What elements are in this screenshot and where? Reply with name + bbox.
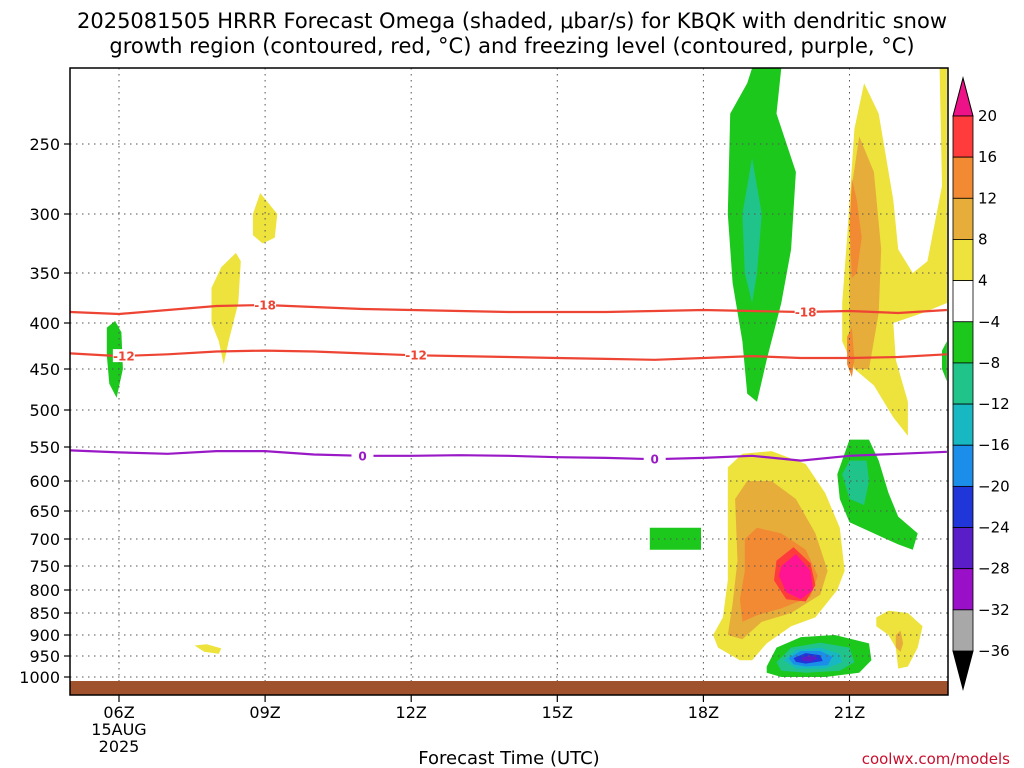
grid-lines [70, 68, 948, 681]
omega-shaded-region [895, 630, 904, 652]
colorbar: 20 16 12 8 4 −4 −8 −12 −16 −20 −24 −28 −32 −36 [952, 76, 1010, 691]
colorbar-swatch [952, 485, 974, 528]
x-tick-label: 18Z [688, 703, 719, 722]
y-tick-label: 400 [29, 314, 60, 333]
colorbar-top-arrow [952, 76, 974, 117]
plot-area: -18 -18 -12 -12 0 0 [69, 67, 949, 696]
contour-label: 0 [358, 449, 366, 463]
y-tick-label: 850 [29, 604, 60, 623]
colorbar-swatch [952, 239, 974, 282]
y-tick-label: 1000 [19, 668, 60, 687]
contour-label-bg [112, 349, 135, 363]
y-tick-label: 300 [29, 205, 60, 224]
colorbar-label: −8 [978, 354, 1000, 372]
omega-shaded-region [727, 68, 796, 402]
colorbar-bottom-arrow [952, 650, 974, 691]
colorbar-label: 4 [978, 272, 988, 290]
colorbar-swatch [952, 197, 974, 240]
x-tick-label: 06Z [103, 703, 134, 722]
contour-label: 0 [651, 453, 659, 467]
colorbar-label: −20 [978, 477, 1010, 495]
omega-shaded-region [649, 527, 701, 550]
y-tick-label: 600 [29, 472, 60, 491]
terrain-fill [70, 681, 948, 695]
contour-line [70, 349, 947, 361]
y-tick-label: 650 [29, 502, 60, 521]
contour-label: -18 [795, 306, 817, 320]
y-tick-label: 350 [29, 264, 60, 283]
colorbar-swatch [952, 156, 974, 199]
colorbar-swatch [952, 568, 974, 611]
colorbar-swatch [952, 115, 974, 158]
y-tick-label: 450 [29, 360, 60, 379]
colorbar-swatch [952, 321, 974, 364]
contour-label: -12 [113, 350, 135, 364]
contour-label-bg [794, 305, 817, 318]
contour-label: -18 [254, 299, 276, 313]
contour-label-bg [351, 448, 374, 462]
chart-title-line2: growth region (contoured, red, °C) and f… [109, 34, 914, 58]
contour-label-bg [405, 348, 428, 362]
x-axis-label: Forecast Time (UTC) [418, 748, 599, 768]
colorbar-label: 12 [978, 189, 997, 207]
omega-shaded-region [942, 341, 947, 382]
colorbar-label: −36 [978, 642, 1010, 660]
colorbar-label: 20 [978, 107, 997, 125]
omega-shaded-region [778, 554, 813, 600]
y-tick-label: 800 [29, 581, 60, 600]
colorbar-swatch [952, 444, 974, 487]
chart-title-line1: 2025081505 HRRR Forecast Omega (shaded, … [77, 9, 947, 33]
x-tick-label: 15Z [542, 703, 573, 722]
omega-shaded-region [742, 158, 762, 303]
colorbar-swatch [952, 527, 974, 570]
contour-label-bg [254, 298, 277, 311]
colorbar-swatch [952, 609, 974, 652]
x-tick-date: 15AUG [91, 720, 146, 739]
y-tick-label: 250 [29, 135, 60, 154]
credit-text: coolwx.com/models [862, 750, 1010, 768]
contour-line [70, 449, 947, 462]
colorbar-label: −32 [978, 601, 1010, 619]
x-tick-label: 09Z [249, 703, 280, 722]
y-tick-label: 900 [29, 626, 60, 645]
x-tick-label: 21Z [834, 703, 865, 722]
contour-label-bg [643, 452, 666, 466]
omega-shaded-region [800, 655, 818, 662]
omega-shaded-region [194, 644, 222, 654]
omega-shaded-region [847, 327, 855, 378]
contour-label: -12 [405, 349, 427, 363]
colorbar-swatch [952, 362, 974, 405]
omega-shaded-region [842, 460, 869, 505]
y-tick-label: 550 [29, 438, 60, 457]
omega-shaded-region [849, 179, 862, 278]
y-tick-label: 700 [29, 530, 60, 549]
omega-shaded-region [211, 252, 241, 365]
terrain-band [70, 681, 948, 695]
colorbar-label: −28 [978, 560, 1010, 578]
omega-shading [106, 68, 947, 677]
colorbar-label: −4 [978, 313, 1000, 331]
y-axis-ticks: 250 300 350 400 450 500 550 600 650 700 750 800 850 9… [19, 135, 70, 687]
colorbar-label: −24 [978, 519, 1010, 537]
x-tick-label: 12Z [396, 703, 427, 722]
colorbar-label: 8 [978, 230, 988, 248]
temperature-contours: -18 -18 -12 -12 0 0 [70, 298, 947, 467]
colorbar-label: −12 [978, 395, 1010, 413]
colorbar-swatch [952, 280, 974, 323]
y-tick-label: 750 [29, 557, 60, 576]
plot-frame [69, 67, 949, 696]
colorbar-label: 16 [978, 148, 997, 166]
colorbar-swatch [952, 403, 974, 446]
colorbar-label: −16 [978, 436, 1010, 454]
y-tick-label: 500 [29, 401, 60, 420]
x-tick-year: 2025 [99, 737, 140, 756]
y-tick-label: 950 [29, 647, 60, 666]
